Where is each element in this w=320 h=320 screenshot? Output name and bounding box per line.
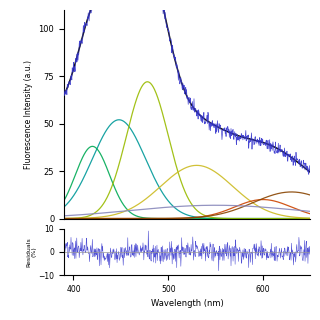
Y-axis label: Fluorescence Intensity (a.u.): Fluorescence Intensity (a.u.): [24, 60, 33, 169]
Y-axis label: Residuals
(%): Residuals (%): [26, 237, 37, 267]
X-axis label: Wavelength (nm): Wavelength (nm): [151, 300, 224, 308]
